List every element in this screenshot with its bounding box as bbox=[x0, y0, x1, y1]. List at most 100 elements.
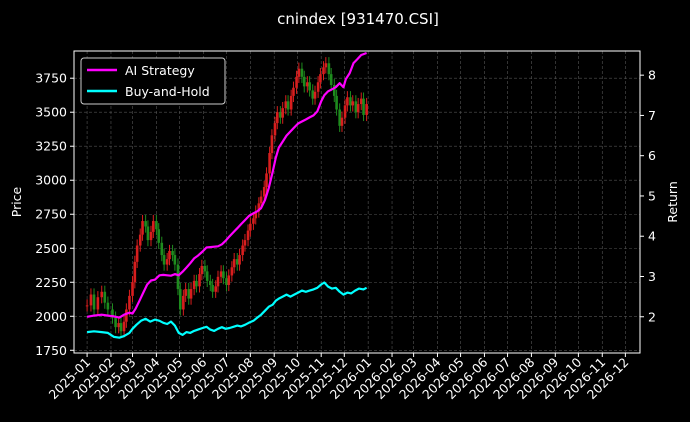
candle-body bbox=[117, 323, 120, 328]
candle-body bbox=[232, 259, 236, 268]
candle-body bbox=[211, 284, 214, 292]
candle-body bbox=[146, 226, 150, 241]
candle-body bbox=[144, 221, 147, 227]
candle-body bbox=[295, 76, 298, 88]
candle-body bbox=[219, 271, 223, 277]
candle-body bbox=[319, 74, 322, 83]
candle-body bbox=[281, 108, 284, 118]
candle-body bbox=[292, 87, 295, 96]
x-axis: 2025-012025-022025-032025-042025-052025-… bbox=[46, 353, 631, 402]
candle-body bbox=[268, 153, 271, 174]
candle-body bbox=[168, 250, 171, 260]
y-left-tick-label: 1750 bbox=[35, 343, 67, 358]
candle-body bbox=[265, 173, 268, 188]
y-left-tick-label: 3750 bbox=[35, 71, 67, 86]
candle-body bbox=[308, 82, 311, 91]
candle-body bbox=[192, 280, 196, 290]
candle-body bbox=[128, 295, 131, 310]
y-left-tick-label: 3250 bbox=[35, 139, 67, 154]
candle-body bbox=[160, 242, 164, 256]
candle-body bbox=[227, 275, 231, 285]
candle-body bbox=[332, 85, 336, 96]
candle-body bbox=[275, 112, 279, 124]
candle-body bbox=[254, 211, 258, 219]
y-axis-right-label: Return bbox=[665, 181, 680, 222]
chart-title: cnindex [931470.CSI] bbox=[277, 10, 439, 28]
y-left-tick-label: 3000 bbox=[35, 173, 67, 188]
candle-body bbox=[324, 63, 328, 68]
candle-body bbox=[149, 231, 153, 241]
y-left-tick-label: 2250 bbox=[35, 275, 67, 290]
candle-body bbox=[230, 267, 234, 276]
y-right-tick-label: 7 bbox=[648, 108, 656, 123]
candle-body bbox=[176, 264, 180, 290]
candle-body bbox=[222, 271, 225, 279]
candle-body bbox=[313, 91, 317, 99]
candle-body bbox=[302, 76, 306, 87]
y-left-tick-label: 2500 bbox=[35, 241, 67, 256]
legend-label-ai-strategy: AI Strategy bbox=[125, 63, 195, 78]
candle-body bbox=[111, 309, 114, 318]
candle-body bbox=[138, 234, 142, 246]
candle-body bbox=[362, 98, 365, 115]
candle-body bbox=[182, 295, 185, 310]
candle-body bbox=[356, 104, 360, 113]
candle-body bbox=[89, 294, 93, 306]
candle-body bbox=[343, 105, 347, 118]
candle-body bbox=[171, 250, 174, 256]
candle-body bbox=[257, 203, 261, 212]
candle-body bbox=[184, 289, 187, 296]
candle-body bbox=[349, 97, 352, 106]
candle-body bbox=[119, 323, 123, 332]
candle-body bbox=[165, 259, 169, 265]
candle-body bbox=[351, 101, 355, 106]
candle-body bbox=[187, 289, 191, 299]
candle-body bbox=[225, 278, 228, 285]
candle-body bbox=[131, 282, 134, 296]
candle-body bbox=[338, 109, 341, 126]
y-axis-right: 2 3 4 5 6 7 8 bbox=[640, 68, 656, 324]
candle-body bbox=[286, 101, 290, 110]
y-left-tick-label: 2750 bbox=[35, 207, 67, 222]
y-right-tick-label: 8 bbox=[648, 68, 656, 83]
candle-body bbox=[205, 271, 209, 281]
y-right-tick-label: 2 bbox=[648, 309, 656, 324]
candle-body bbox=[329, 74, 333, 86]
plot-frame bbox=[73, 50, 641, 354]
candle-body bbox=[340, 117, 344, 126]
candle-body bbox=[316, 82, 320, 92]
candles bbox=[85, 57, 368, 338]
candle-body bbox=[198, 274, 201, 287]
candle-body bbox=[96, 297, 100, 310]
candle-body bbox=[141, 221, 144, 235]
candle-body bbox=[235, 259, 239, 265]
candle-body bbox=[297, 68, 301, 77]
candle-body bbox=[133, 261, 137, 283]
candle-body bbox=[92, 294, 96, 310]
legend-label-buy-and-hold: Buy-and-Hold bbox=[125, 84, 210, 99]
y-right-tick-label: 5 bbox=[648, 188, 656, 203]
candle-body bbox=[359, 98, 363, 105]
candle-body bbox=[246, 230, 250, 241]
candle-body bbox=[270, 135, 274, 154]
candle-body bbox=[189, 289, 193, 299]
candle-body bbox=[243, 240, 247, 246]
candle-body bbox=[103, 291, 107, 303]
candle-body bbox=[100, 291, 104, 298]
candle-body bbox=[114, 317, 117, 328]
y-axis-left-label: Price bbox=[9, 186, 24, 217]
candle-body bbox=[203, 265, 207, 272]
candle-body bbox=[162, 255, 166, 265]
candle-body bbox=[249, 223, 252, 231]
candle-body bbox=[241, 245, 244, 256]
y-axis-left: 1750 2000 2250 2500 2750 3000 3250 3500 3750 bbox=[35, 71, 74, 358]
candle-body bbox=[85, 305, 89, 307]
y-left-tick-label: 3500 bbox=[35, 105, 67, 120]
candle-body bbox=[354, 101, 358, 113]
y-left-tick-label: 2000 bbox=[35, 309, 67, 324]
candle-body bbox=[284, 101, 288, 109]
candle-body bbox=[346, 97, 349, 106]
y-right-tick-label: 6 bbox=[648, 148, 656, 163]
series-line-ai-strategy bbox=[86, 51, 367, 319]
